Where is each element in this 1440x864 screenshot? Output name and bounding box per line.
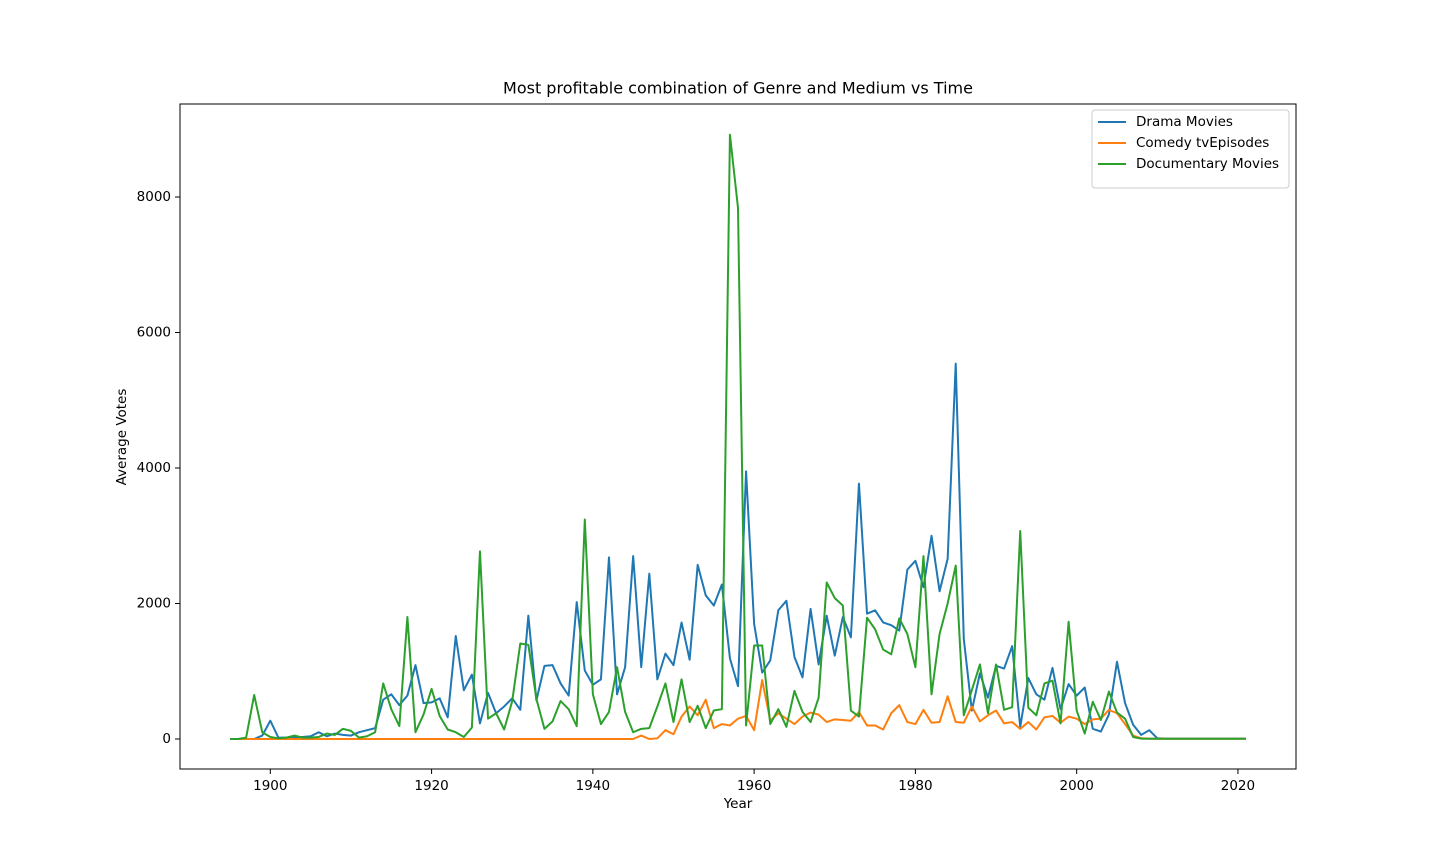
legend-label: Comedy tvEpisodes: [1136, 135, 1269, 151]
chart-title: Most profitable combination of Genre and…: [503, 79, 973, 98]
x-tick-label: 1980: [898, 778, 932, 794]
series-line: [229, 679, 1247, 740]
series-line: [229, 362, 1247, 740]
y-tick-label: 4000: [137, 460, 171, 476]
x-tick-label: 2020: [1221, 778, 1255, 794]
legend-label: Documentary Movies: [1136, 156, 1279, 172]
x-tick-label: 1940: [576, 778, 610, 794]
x-tick-label: 1920: [414, 778, 448, 794]
legend-box: [1091, 109, 1290, 189]
series-line: [229, 133, 1247, 740]
x-tick-label: 2000: [1059, 778, 1093, 794]
legend-label: Drama Movies: [1136, 114, 1233, 130]
y-tick-label: 8000: [137, 189, 171, 205]
x-axis-label: Year: [723, 796, 753, 812]
y-tick-label: 2000: [137, 595, 171, 611]
legend: Drama Movies Comedy tvEpisodes Documentary…: [1091, 109, 1290, 189]
y-tick-label: 6000: [137, 325, 171, 341]
y-axis-label: Average Votes: [114, 389, 130, 486]
x-tick-label: 1900: [253, 778, 287, 794]
plot-frame: [179, 103, 1297, 770]
x-tick-label: 1960: [737, 778, 771, 794]
y-tick-label: 0: [162, 731, 171, 747]
